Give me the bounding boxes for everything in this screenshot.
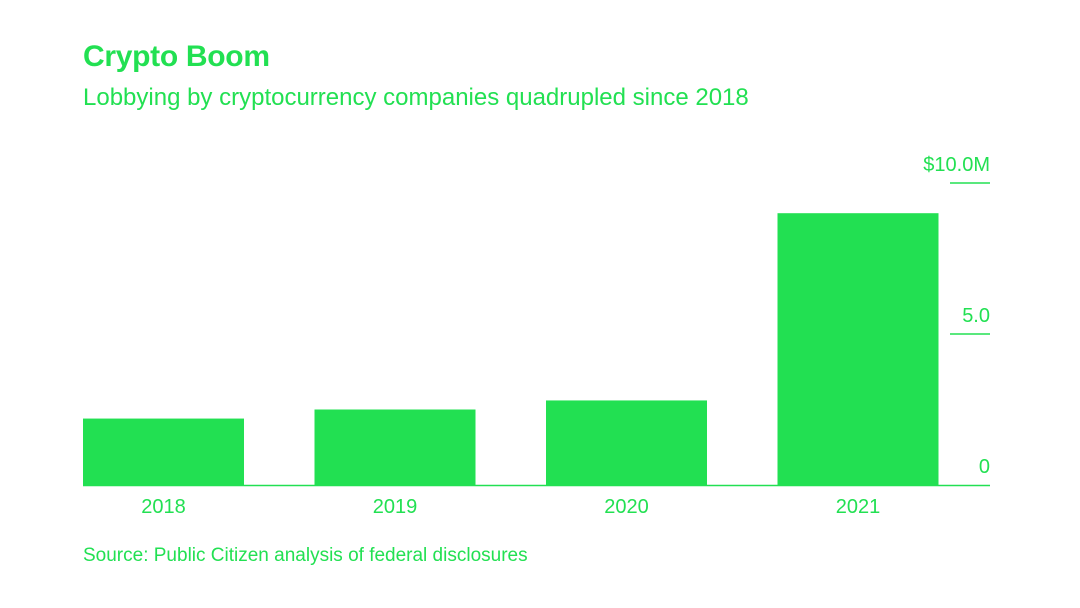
bar-2019 [314,409,476,485]
x-tick-label-2018: 2018 [141,496,186,518]
y-tick-label-2: $10.0M [923,154,990,176]
x-tick-label-2019: 2019 [373,496,418,518]
x-tick-label-2020: 2020 [604,496,649,518]
bar-2021 [777,213,939,485]
chart-title: Crypto Boom [83,40,270,73]
source-note: Source: Public Citizen analysis of feder… [83,545,528,566]
bar-2018 [83,418,244,485]
x-tick-label-2021: 2021 [836,496,881,518]
y-tick-label-0: 0 [979,456,990,478]
chart-subtitle: Lobbying by cryptocurrency companies qua… [83,84,749,111]
bar-2020 [546,400,707,485]
y-tick-label-1: 5.0 [962,305,990,327]
